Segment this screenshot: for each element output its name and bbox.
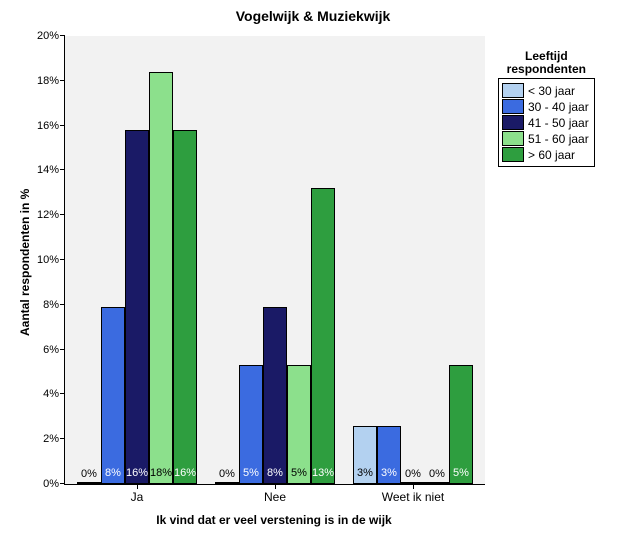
legend-label: < 30 jaar: [528, 84, 575, 98]
legend-swatch: [502, 115, 524, 130]
bar-value-label: 0%: [78, 468, 100, 480]
xtick-mark: [413, 484, 414, 489]
bar: 0%: [215, 482, 239, 484]
ytick-label: 4%: [43, 388, 65, 400]
ytick-label: 2%: [43, 433, 65, 445]
bar-value-label: 16%: [126, 467, 148, 479]
legend-swatch: [502, 83, 524, 98]
legend-swatch: [502, 99, 524, 114]
legend-item: 41 - 50 jaar: [502, 115, 589, 130]
legend-item: 30 - 40 jaar: [502, 99, 589, 114]
chart-title: Vogelwijk & Muziekwijk: [0, 8, 626, 24]
ytick-label: 10%: [37, 254, 65, 266]
legend-label: > 60 jaar: [528, 148, 575, 162]
bar-value-label: 0%: [426, 468, 448, 480]
bar-value-label: 13%: [312, 467, 334, 479]
bar: 8%: [263, 307, 287, 484]
legend-item: > 60 jaar: [502, 147, 589, 162]
bar-value-label: 8%: [102, 467, 124, 479]
bar-value-label: 5%: [450, 467, 472, 479]
chart-container: Vogelwijk & Muziekwijk 0%8%16%18%16%0%5%…: [0, 0, 626, 541]
bar: 0%: [77, 482, 101, 484]
legend-swatch: [502, 147, 524, 162]
bar-value-label: 3%: [354, 467, 376, 479]
bar-value-label: 16%: [174, 467, 196, 479]
bar-value-label: 3%: [378, 467, 400, 479]
ytick-label: 20%: [37, 30, 65, 42]
bar: 5%: [449, 365, 473, 484]
bar: 3%: [353, 426, 377, 484]
bar: 18%: [149, 72, 173, 484]
legend-title-line2: respondenten: [498, 63, 595, 76]
ytick-label: 8%: [43, 299, 65, 311]
bar: 16%: [173, 130, 197, 484]
legend: Leeftijd respondenten < 30 jaar 30 - 40 j…: [498, 50, 595, 167]
ytick-label: 6%: [43, 344, 65, 356]
legend-item: 51 - 60 jaar: [502, 131, 589, 146]
bar-value-label: 8%: [264, 467, 286, 479]
bar-value-label: 5%: [240, 467, 262, 479]
x-axis-label: Ik vind dat er veel verstening is in de …: [64, 513, 484, 527]
bar: 13%: [311, 188, 335, 484]
legend-item: < 30 jaar: [502, 83, 589, 98]
legend-label: 41 - 50 jaar: [528, 116, 589, 130]
plot-inner: 0%8%16%18%16%0%5%8%5%13%3%3%0%0%5%: [65, 36, 485, 484]
bar: 16%: [125, 130, 149, 484]
ytick-label: 12%: [37, 209, 65, 221]
ytick-label: 14%: [37, 164, 65, 176]
bar: 5%: [239, 365, 263, 484]
bar: 3%: [377, 426, 401, 484]
plot-area: 0%8%16%18%16%0%5%8%5%13%3%3%0%0%5% 0%2%4…: [64, 36, 485, 485]
legend-label: 51 - 60 jaar: [528, 132, 589, 146]
bar-value-label: 0%: [216, 468, 238, 480]
xtick-mark: [275, 484, 276, 489]
y-axis-label: Aantal respondenten in %: [18, 189, 32, 336]
legend-label: 30 - 40 jaar: [528, 100, 589, 114]
ytick-label: 18%: [37, 75, 65, 87]
legend-items: < 30 jaar 30 - 40 jaar 41 - 50 jaar 51 - 60…: [498, 78, 595, 167]
bar-value-label: 0%: [402, 468, 424, 480]
ytick-label: 0%: [43, 478, 65, 490]
ytick-label: 16%: [37, 120, 65, 132]
xtick-mark: [137, 484, 138, 489]
bar: 8%: [101, 307, 125, 484]
legend-title: Leeftijd respondenten: [498, 50, 595, 76]
bar-value-label: 18%: [150, 467, 172, 479]
bar-value-label: 5%: [288, 467, 310, 479]
legend-swatch: [502, 131, 524, 146]
bar: 5%: [287, 365, 311, 484]
